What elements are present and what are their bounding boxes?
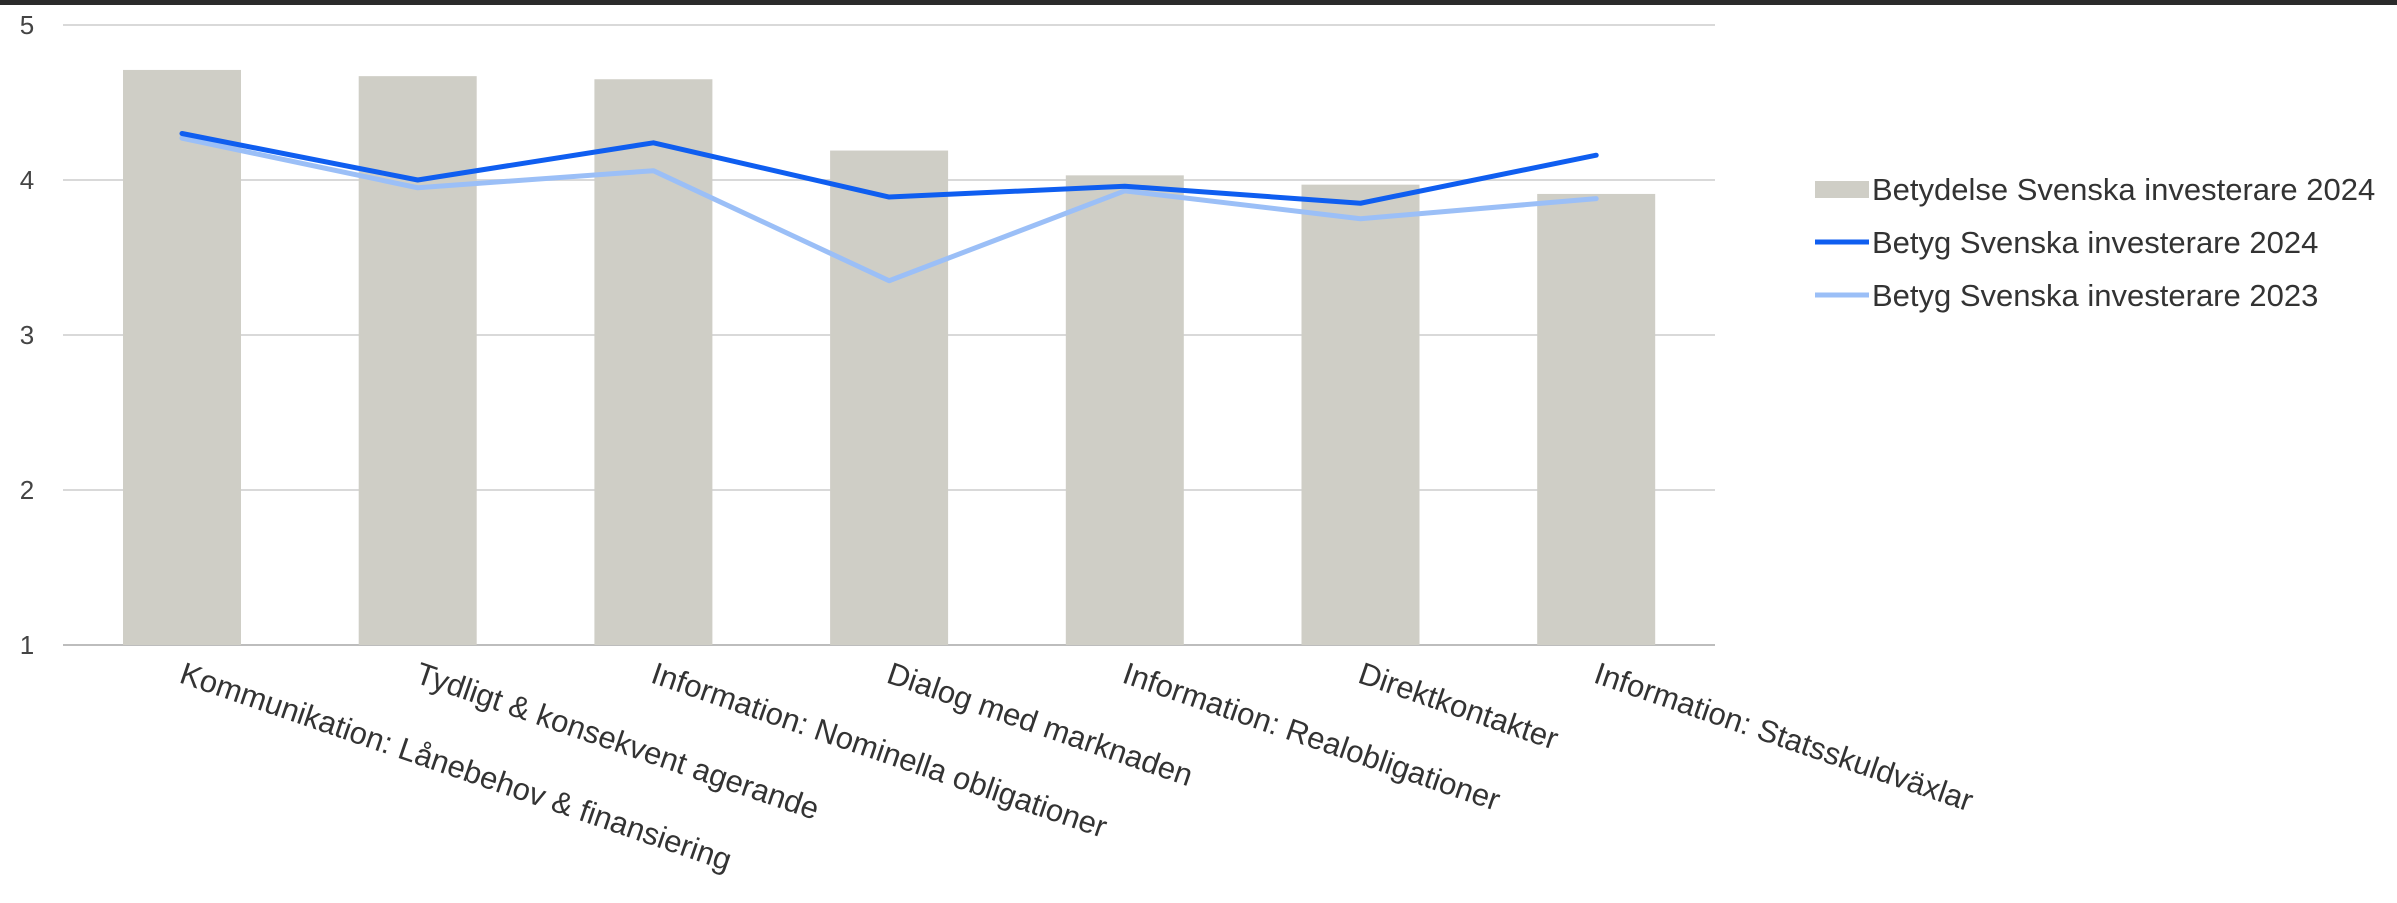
y-axis-ticks: 1 2 3 4 5 [20,10,34,660]
legend-swatch [1815,181,1869,198]
bar [594,79,713,645]
x-tick-label: Information: Nominella obligationer [647,656,1111,845]
y-tick-label: 4 [20,165,34,195]
x-tick-label: Direktkontakter [1354,656,1563,757]
x-tick-label: Information: Statsskuldväxlar [1590,656,1978,819]
x-tick-label: Tydligt & konsekvent agerande [411,656,823,827]
x-axis-labels: Kommunikation: Lånebehov & finansieringT… [176,656,1978,878]
bar-series [123,69,1656,646]
bar [123,69,241,645]
bar [1301,184,1420,645]
top-border [0,0,2397,5]
y-tick-label: 5 [20,10,34,40]
y-tick-label: 3 [20,320,34,350]
y-tick-label: 1 [20,630,34,660]
legend-label: Betyg Svenska investerare 2024 [1872,225,2318,260]
y-tick-label: 2 [20,475,34,505]
legend-label: Betydelse Svenska investerare 2024 [1872,172,2375,207]
x-tick-label: Information: Realobligationer [1119,656,1505,818]
bar [1065,175,1184,645]
line-series [179,131,1599,284]
bar [358,76,477,645]
legend-label: Betyg Svenska investerare 2023 [1872,278,2318,313]
series-line [179,135,1599,284]
series-line [179,131,1599,206]
bar [1537,193,1656,645]
bar [830,150,949,646]
legend: Betydelse Svenska investerare 2024 Betyg … [1815,172,2375,313]
